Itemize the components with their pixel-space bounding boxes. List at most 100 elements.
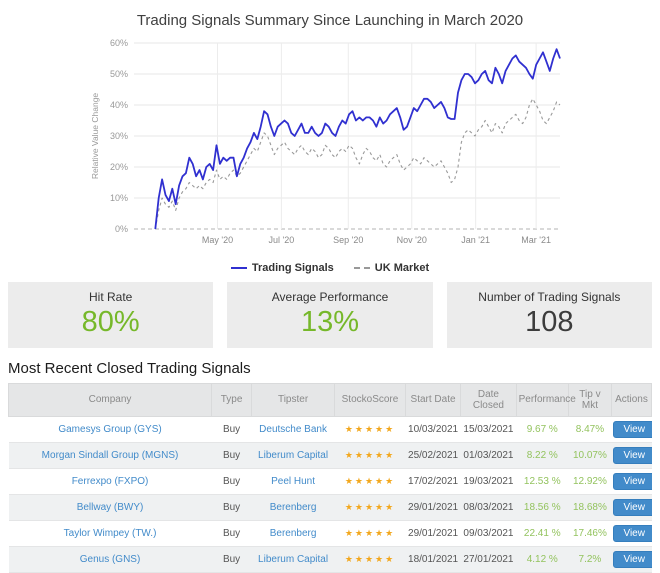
column-header-tip-v-mkt: Tip v Mkt (567, 382, 612, 417)
svg-text:10%: 10% (110, 193, 128, 203)
stockoscore-stars-icon: ★★★★★ (344, 553, 396, 564)
performance-value: 22.41 % (523, 527, 561, 539)
view-button[interactable]: View (613, 524, 652, 542)
start-date: 29/01/2021 (408, 527, 459, 539)
type-label: Buy (222, 501, 241, 513)
tipster-link[interactable]: Deutsche Bank (259, 423, 327, 435)
trading-signals-line-swatch-icon (230, 267, 247, 269)
view-button[interactable]: View (613, 550, 652, 568)
stat-label: Average Performance (271, 290, 389, 304)
uk-market-line-swatch-icon (353, 267, 370, 269)
column-header-performance: Performance (515, 382, 576, 417)
date-closed: 08/03/2021 (463, 501, 514, 513)
date-closed: 01/03/2021 (463, 449, 514, 461)
stat-value: 13% (300, 306, 360, 338)
table-row: Gamesys Group (GYS) Buy Deutsche Bank ★★★★★… (8, 416, 652, 443)
type-label: Buy (222, 475, 241, 487)
tip-v-mkt-value: 12.92% (572, 475, 607, 487)
tipster-link[interactable]: Liberum Capital (258, 553, 329, 565)
performance-value: 12.53 % (523, 475, 561, 487)
start-date: 29/01/2021 (408, 501, 459, 513)
tip-v-mkt-value: 18.68% (572, 501, 607, 513)
tip-v-mkt-value: 7.2% (578, 553, 602, 565)
start-date: 10/03/2021 (408, 423, 459, 435)
closed-signals-heading: Most Recent Closed Trading Signals (8, 359, 251, 377)
performance-value: 9.67 % (526, 423, 558, 435)
closed-signals-table: Company Type Tipster StockoScore Start Date D… (7, 382, 653, 573)
company-link[interactable]: Morgan Sindall Group (MGNS) (41, 449, 179, 461)
table-row: Taylor Wimpey (TW.) Buy Berenberg ★★★★★ 29/0… (8, 520, 652, 547)
svg-text:Nov '20: Nov '20 (397, 235, 427, 245)
company-link[interactable]: Bellway (BWY) (76, 501, 144, 513)
tip-v-mkt-value: 17.46% (572, 527, 607, 539)
company-link[interactable]: Taylor Wimpey (TW.) (63, 527, 157, 539)
tipster-link[interactable]: Berenberg (269, 527, 317, 539)
performance-value: 4.12 % (526, 553, 558, 565)
date-closed: 27/01/2021 (463, 553, 514, 565)
stat-box-hit-rate: Hit Rate 80% (8, 282, 214, 348)
tip-v-mkt-value: 8.47% (575, 423, 605, 435)
page-title: Trading Signals Summary Since Launching … (136, 12, 524, 29)
svg-text:Mar '21: Mar '21 (521, 235, 551, 245)
view-button[interactable]: View (613, 446, 652, 464)
legend-item-uk-market: UK Market (353, 262, 430, 274)
tipster-link[interactable]: Berenberg (269, 501, 317, 513)
stat-label: Hit Rate (88, 290, 133, 304)
svg-text:30%: 30% (110, 131, 128, 141)
legend-item-trading-signals: Trading Signals (230, 262, 334, 274)
performance-value: 8.22 % (526, 449, 558, 461)
tip-v-mkt-value: 10.07% (572, 449, 607, 461)
stat-box-average-performance: Average Performance 13% (227, 282, 433, 348)
performance-chart: 0% 10% 20% 30% 40% 50% 60% May '20 Jul '20 Sep '2… (88, 33, 572, 274)
view-button[interactable]: View (613, 472, 652, 490)
summary-stats: Hit Rate 80% Average Performance 13% Num… (0, 282, 660, 348)
stat-value: 80% (81, 306, 140, 338)
column-header-company: Company (7, 382, 213, 417)
svg-text:May '20: May '20 (202, 235, 233, 245)
svg-text:40%: 40% (110, 100, 128, 110)
svg-text:0%: 0% (115, 224, 128, 234)
type-label: Buy (222, 449, 241, 461)
table-row: Genus (GNS) Buy Liberum Capital ★★★★★ 18/01/… (8, 546, 652, 573)
date-closed: 15/03/2021 (463, 423, 514, 435)
stat-value: 108 (525, 306, 574, 338)
start-date: 18/01/2021 (408, 553, 459, 565)
svg-text:Sep '20: Sep '20 (333, 235, 363, 245)
stat-box-number-of-signals: Number of Trading Signals 108 (446, 282, 652, 348)
tipster-link[interactable]: Peel Hunt (271, 475, 316, 487)
tipster-link[interactable]: Liberum Capital (258, 449, 329, 461)
type-label: Buy (222, 553, 241, 565)
stat-label: Number of Trading Signals (478, 290, 621, 304)
view-button[interactable]: View (613, 498, 652, 516)
chart-legend: Trading Signals UK Market (88, 262, 572, 274)
company-link[interactable]: Ferrexpo (FXPO) (71, 475, 149, 487)
performance-value: 18.56 % (523, 501, 561, 513)
company-link[interactable]: Genus (GNS) (79, 553, 141, 565)
stockoscore-stars-icon: ★★★★★ (344, 449, 396, 460)
legend-label: Trading Signals (251, 262, 334, 274)
svg-text:Jul '20: Jul '20 (269, 235, 295, 245)
type-label: Buy (222, 423, 241, 435)
svg-text:Jan '21: Jan '21 (461, 235, 490, 245)
svg-text:60%: 60% (110, 38, 128, 48)
start-date: 25/02/2021 (408, 449, 459, 461)
date-closed: 09/03/2021 (463, 527, 514, 539)
column-header-tipster: Tipster (251, 382, 336, 417)
stockoscore-stars-icon: ★★★★★ (344, 527, 396, 538)
column-header-start-date: Start Date (404, 382, 462, 417)
company-link[interactable]: Gamesys Group (GYS) (58, 423, 162, 435)
table-row: Morgan Sindall Group (MGNS) Buy Liberum Ca… (8, 442, 652, 469)
view-button[interactable]: View (613, 420, 652, 438)
type-label: Buy (222, 527, 241, 539)
column-header-actions: Actions (610, 382, 653, 417)
stockoscore-stars-icon: ★★★★★ (344, 501, 396, 512)
column-header-date-closed: Date Closed (460, 382, 517, 417)
svg-text:50%: 50% (110, 69, 128, 79)
legend-label: UK Market (374, 262, 430, 274)
column-header-stockoscore: StockoScore (334, 382, 406, 417)
table-row: Ferrexpo (FXPO) Buy Peel Hunt ★★★★★ 17/02/20… (8, 468, 652, 495)
svg-text:20%: 20% (110, 162, 128, 172)
start-date: 17/02/2021 (408, 475, 459, 487)
svg-text:Relative Value Change: Relative Value Change (90, 93, 100, 180)
stockoscore-stars-icon: ★★★★★ (344, 475, 396, 486)
